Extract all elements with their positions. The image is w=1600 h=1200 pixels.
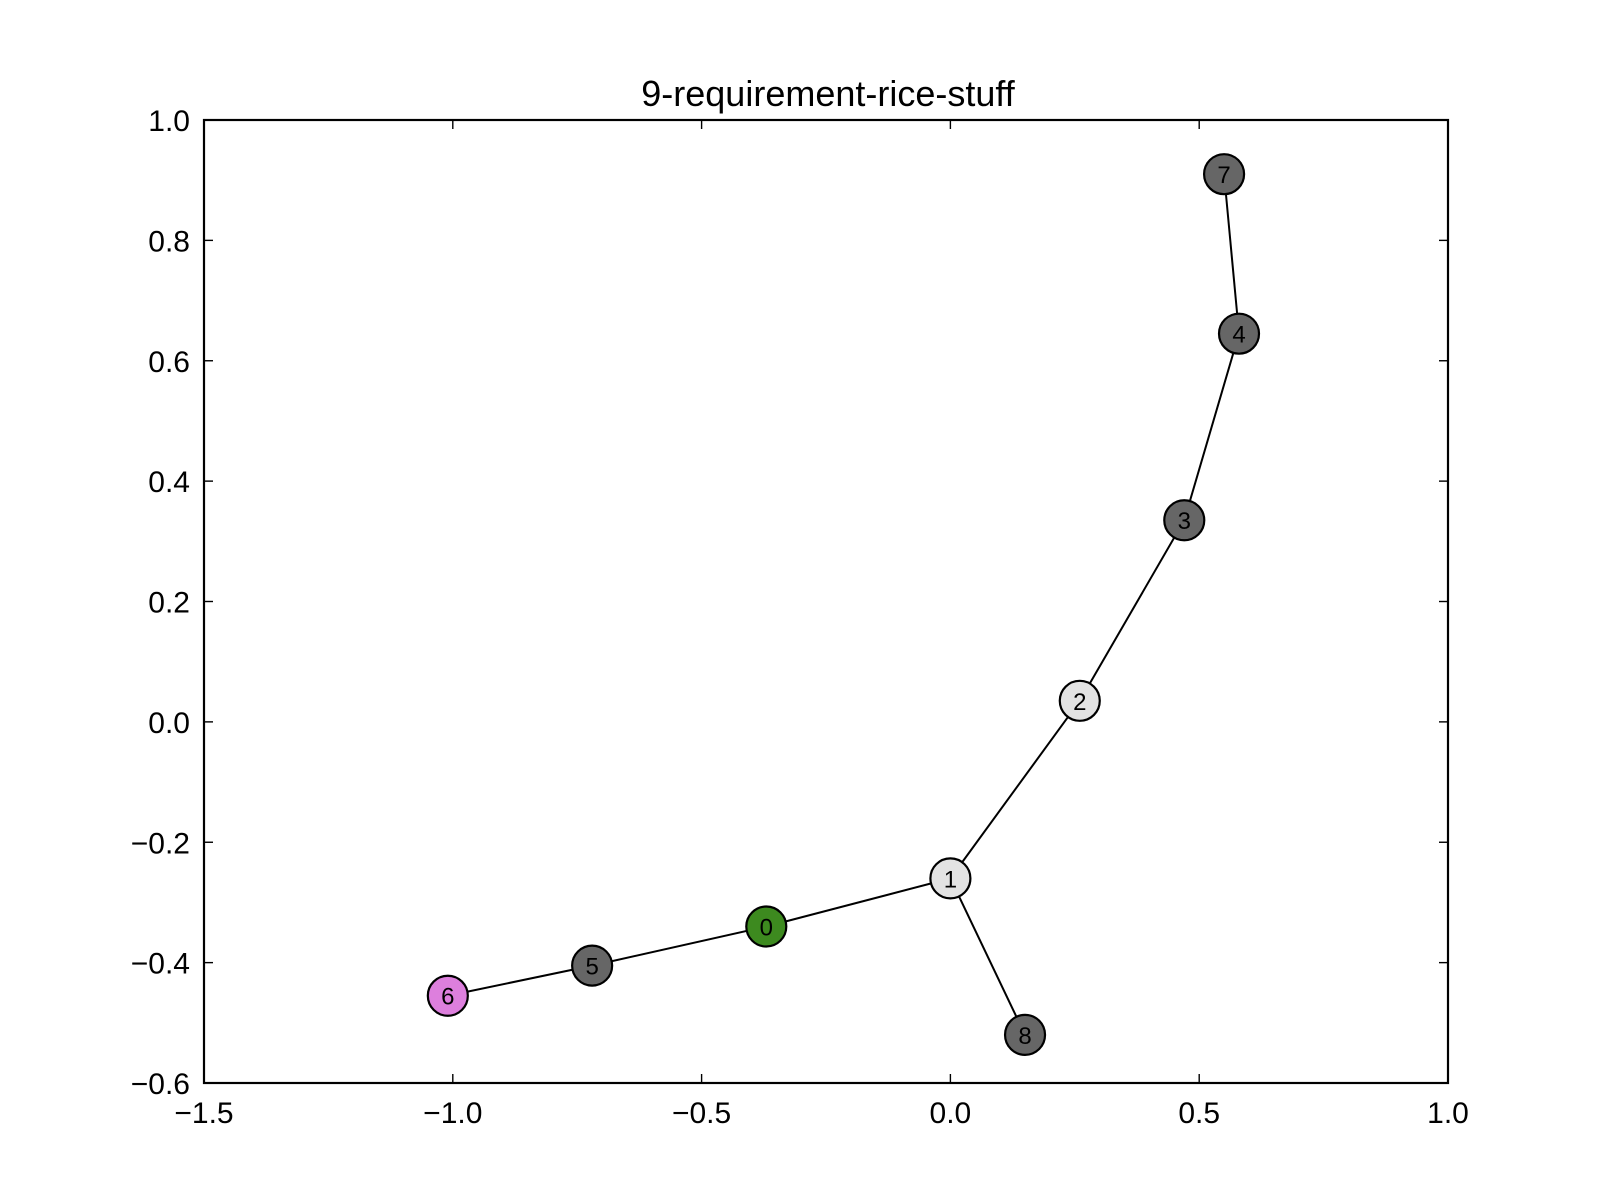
node-8: 8	[1003, 1013, 1047, 1056]
x-tick-label: 1.0	[1427, 1097, 1469, 1130]
edge-1-2	[949, 700, 1081, 879]
plot-frame	[202, 118, 1450, 1085]
y-tick-label: 0.2	[148, 587, 190, 620]
x-tick-label: −1.5	[174, 1097, 233, 1130]
x-tick-label: −0.5	[672, 1097, 731, 1130]
node-1: 1	[929, 857, 972, 900]
y-tick-label: 0.0	[148, 707, 190, 740]
node-2: 2	[1058, 679, 1101, 722]
node-0: 0	[745, 905, 788, 948]
node-label: 1	[944, 866, 957, 893]
y-tick-label: 0.6	[148, 346, 190, 379]
y-tick-label: 1.0	[148, 105, 190, 138]
edge-4-7	[1223, 174, 1241, 334]
x-tick-label: 0.5	[1178, 1097, 1220, 1130]
node-6: 6	[426, 974, 469, 1017]
node-circle	[1202, 153, 1246, 196]
node-circle	[929, 857, 972, 900]
y-tick-label: −0.4	[131, 948, 190, 981]
edge-2-3	[1078, 519, 1186, 702]
node-circle	[1217, 312, 1261, 355]
edge-3-4	[1183, 333, 1240, 521]
node-label: 3	[1178, 508, 1191, 535]
y-tick-label: 0.8	[148, 225, 190, 258]
node-circle	[1163, 499, 1206, 542]
node-label: 2	[1073, 689, 1086, 716]
y-tick-label: −0.6	[131, 1068, 190, 1101]
node-label: 4	[1232, 322, 1245, 349]
node-label: 7	[1217, 162, 1230, 189]
node-7: 7	[1202, 153, 1246, 196]
node-label: 6	[441, 984, 454, 1011]
edge-0-1	[766, 877, 951, 928]
node-label: 5	[585, 954, 598, 981]
edges-layer	[447, 174, 1241, 1036]
x-tick-label: 0.0	[930, 1097, 972, 1130]
edge-1-8	[949, 877, 1026, 1036]
node-5: 5	[571, 944, 614, 987]
node-circle	[571, 944, 614, 987]
node-circle	[745, 905, 788, 948]
edge-5-0	[591, 925, 767, 967]
node-circle	[426, 974, 469, 1017]
node-label: 0	[760, 915, 773, 942]
node-3: 3	[1163, 499, 1206, 542]
node-circle	[1058, 679, 1101, 722]
node-label: 8	[1018, 1023, 1031, 1050]
edge-6-5	[447, 964, 593, 997]
node-4: 4	[1217, 312, 1261, 355]
chart-title: 9-requirement-rice-stuff	[641, 73, 1015, 114]
y-tick-label: −0.2	[131, 827, 190, 860]
ticks-layer: −1.5 −1.0 −0.5 0.0 0.5 1.0 −0.6 −0.4 −0.2 0.0 0.2 0…	[131, 105, 1469, 1130]
x-tick-label: −1.0	[423, 1097, 482, 1130]
nodes-layer: 0 1 2 3 4 5 6 7 8	[426, 153, 1261, 1056]
y-tick-label: 0.4	[148, 466, 190, 499]
node-circle	[1003, 1013, 1047, 1056]
